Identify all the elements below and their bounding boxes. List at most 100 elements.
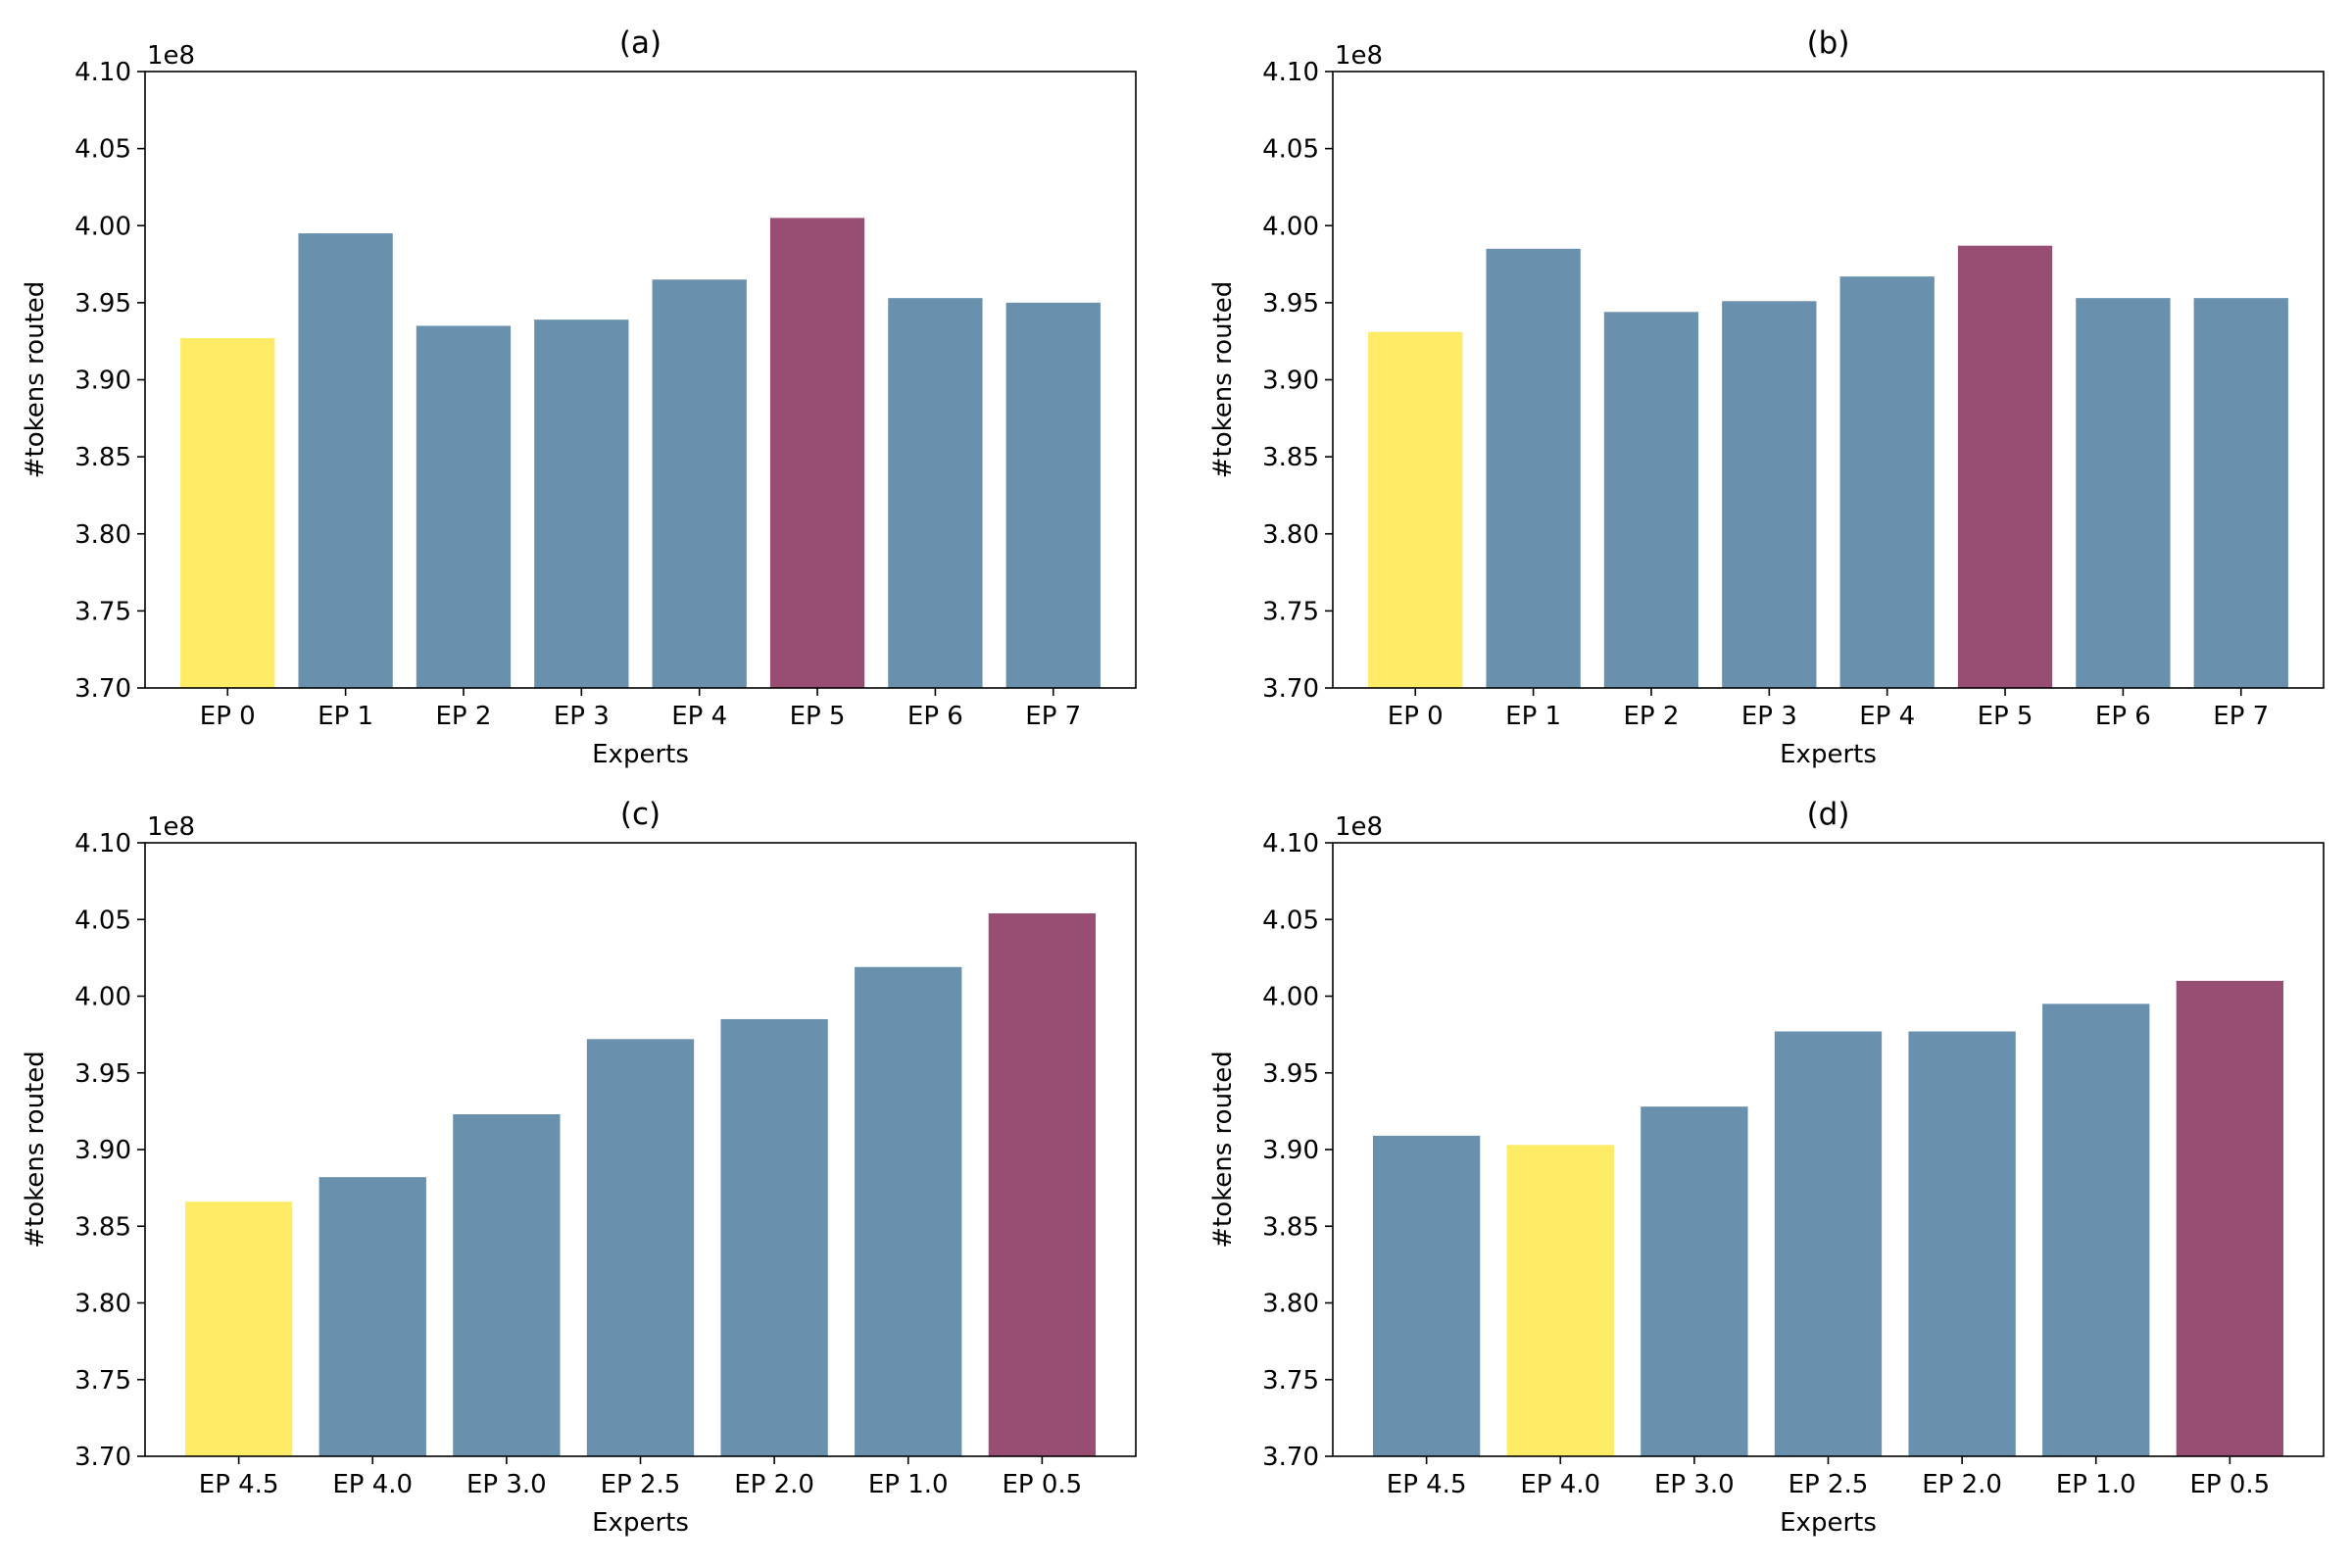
x-tick-label: EP 4.5 [1387,1470,1467,1499]
x-tick-label: EP 1.0 [2056,1470,2136,1499]
x-tick-label: EP 3.0 [466,1470,547,1499]
x-tick-label: EP 1 [318,702,373,731]
x-tick-label: EP 2.0 [1922,1470,2002,1499]
chart-title: (b) [1807,25,1850,61]
y-tick-label: 4.10 [1262,58,1319,87]
bar-ep-2 [1603,312,1699,688]
y-tick-label: 3.90 [74,367,131,396]
bar-ep-4 [652,279,747,688]
x-tick-label: EP 5 [790,702,846,731]
y-tick-label: 3.85 [74,443,131,472]
y-tick-label: 3.70 [74,674,131,704]
y-tick-label: 3.95 [1262,1059,1319,1089]
chart-title: (c) [620,797,661,832]
y-tick-label: 3.75 [1262,597,1319,626]
y-tick-label: 3.80 [1262,520,1319,550]
x-tick-label: EP 7 [1025,702,1081,731]
y-tick-label: 3.85 [74,1212,131,1242]
y-tick-label: 3.75 [74,597,131,626]
y-tick-label: 4.00 [74,212,131,241]
y-tick-label: 3.95 [74,289,131,318]
x-axis-label: Experts [592,740,689,769]
bar-ep-4-5 [184,1201,293,1456]
bar-ep-7 [2193,298,2288,688]
y-tick-label: 3.80 [74,520,131,550]
x-axis-label: Experts [1780,1508,1877,1538]
subplot-b: 3.70 3.75 3.80 3.85 3.90 3.95 4.00 4.05 4.10 EP 0… [1208,25,2325,769]
offset-label: 1e8 [147,812,195,842]
x-axis-label: Experts [1780,740,1877,769]
y-tick-label: 3.80 [1262,1290,1319,1319]
bar-ep-1-0 [855,966,962,1456]
y-tick-label: 3.70 [74,1443,131,1472]
bar-ep-3-0 [1641,1106,1748,1456]
y-tick-label: 3.85 [1262,1212,1319,1242]
x-tick-label: EP 4 [1859,702,1915,731]
x-tick-label: EP 1 [1505,702,1561,731]
offset-label: 1e8 [1335,812,1383,842]
y-axis-label: #tokens routed [21,281,50,479]
x-tick-label: EP 3 [554,702,610,731]
y-axis-label: #tokens routed [1208,281,1238,479]
y-tick-label: 4.05 [74,906,131,935]
y-tick-label: 3.95 [74,1059,131,1089]
bar-ep-1-0 [2042,1004,2150,1456]
y-tick-label: 3.90 [74,1136,131,1165]
y-tick-label: 3.75 [1262,1366,1319,1396]
bar-ep-0-5 [2176,980,2284,1456]
x-axis-label: Experts [592,1508,689,1538]
bar-ep-3 [1722,301,1817,688]
y-axis-label: #tokens routed [1208,1051,1238,1249]
chart-title: (a) [619,25,662,61]
x-tick-label: EP 3.0 [1654,1470,1735,1499]
bar-ep-2-5 [1774,1031,1883,1456]
bar-ep-2-0 [720,1018,828,1456]
axes-frame [144,71,1137,689]
y-tick-label: 3.70 [1262,1443,1319,1472]
x-tick-label: EP 2 [436,702,492,731]
offset-label: 1e8 [147,41,195,71]
bar-ep-4-0 [318,1177,426,1456]
x-tick-label: EP 7 [2213,702,2269,731]
bar-ep-2 [416,325,512,688]
y-tick-label: 4.05 [74,135,131,165]
x-tick-label: EP 1.0 [868,1470,949,1499]
y-tick-label: 4.00 [74,983,131,1012]
x-tick-label: EP 2.5 [601,1470,681,1499]
subplot-d: 3.70 3.75 3.80 3.85 3.90 3.95 4.00 4.05 4.10 EP 4… [1208,797,2325,1538]
bar-ep-3 [534,319,629,688]
y-tick-label: 3.90 [1262,367,1319,396]
axes-frame [1332,71,2325,689]
x-tick-label: EP 0 [200,702,256,731]
x-tick-label: EP 6 [2095,702,2151,731]
bar-ep-6 [2076,298,2171,688]
y-tick-label: 3.95 [1262,289,1319,318]
y-tick-label: 4.00 [1262,983,1319,1012]
bar-ep-2-0 [1908,1031,2016,1456]
offset-label: 1e8 [1335,41,1383,71]
x-tick-label: EP 2 [1624,702,1680,731]
y-tick-label: 3.90 [1262,1136,1319,1165]
y-tick-label: 4.05 [1262,906,1319,935]
x-tick-label: EP 4.5 [199,1470,279,1499]
bar-ep-5 [1957,245,2053,688]
x-tick-label: EP 2.0 [734,1470,814,1499]
x-tick-label: EP 0 [1388,702,1444,731]
bar-ep-3-0 [453,1114,561,1456]
x-tick-label: EP 4 [671,702,727,731]
bar-ep-4 [1839,276,1935,688]
y-tick-label: 4.10 [74,829,131,858]
y-tick-label: 4.10 [74,58,131,87]
subplot-c: 3.70 3.75 3.80 3.85 3.90 3.95 4.00 4.05 4.10 EP 4… [21,797,1137,1538]
x-tick-label: EP 3 [1741,702,1797,731]
y-tick-label: 3.75 [74,1366,131,1396]
y-tick-label: 3.85 [1262,443,1319,472]
x-tick-label: EP 0.5 [2189,1470,2270,1499]
x-tick-label: EP 4.0 [1520,1470,1600,1499]
y-axis-label: #tokens routed [21,1051,50,1249]
y-tick-label: 3.80 [74,1290,131,1319]
x-tick-label: EP 2.5 [1788,1470,1869,1499]
bar-ep-2-5 [586,1039,695,1456]
bar-ep-1 [1486,248,1581,688]
